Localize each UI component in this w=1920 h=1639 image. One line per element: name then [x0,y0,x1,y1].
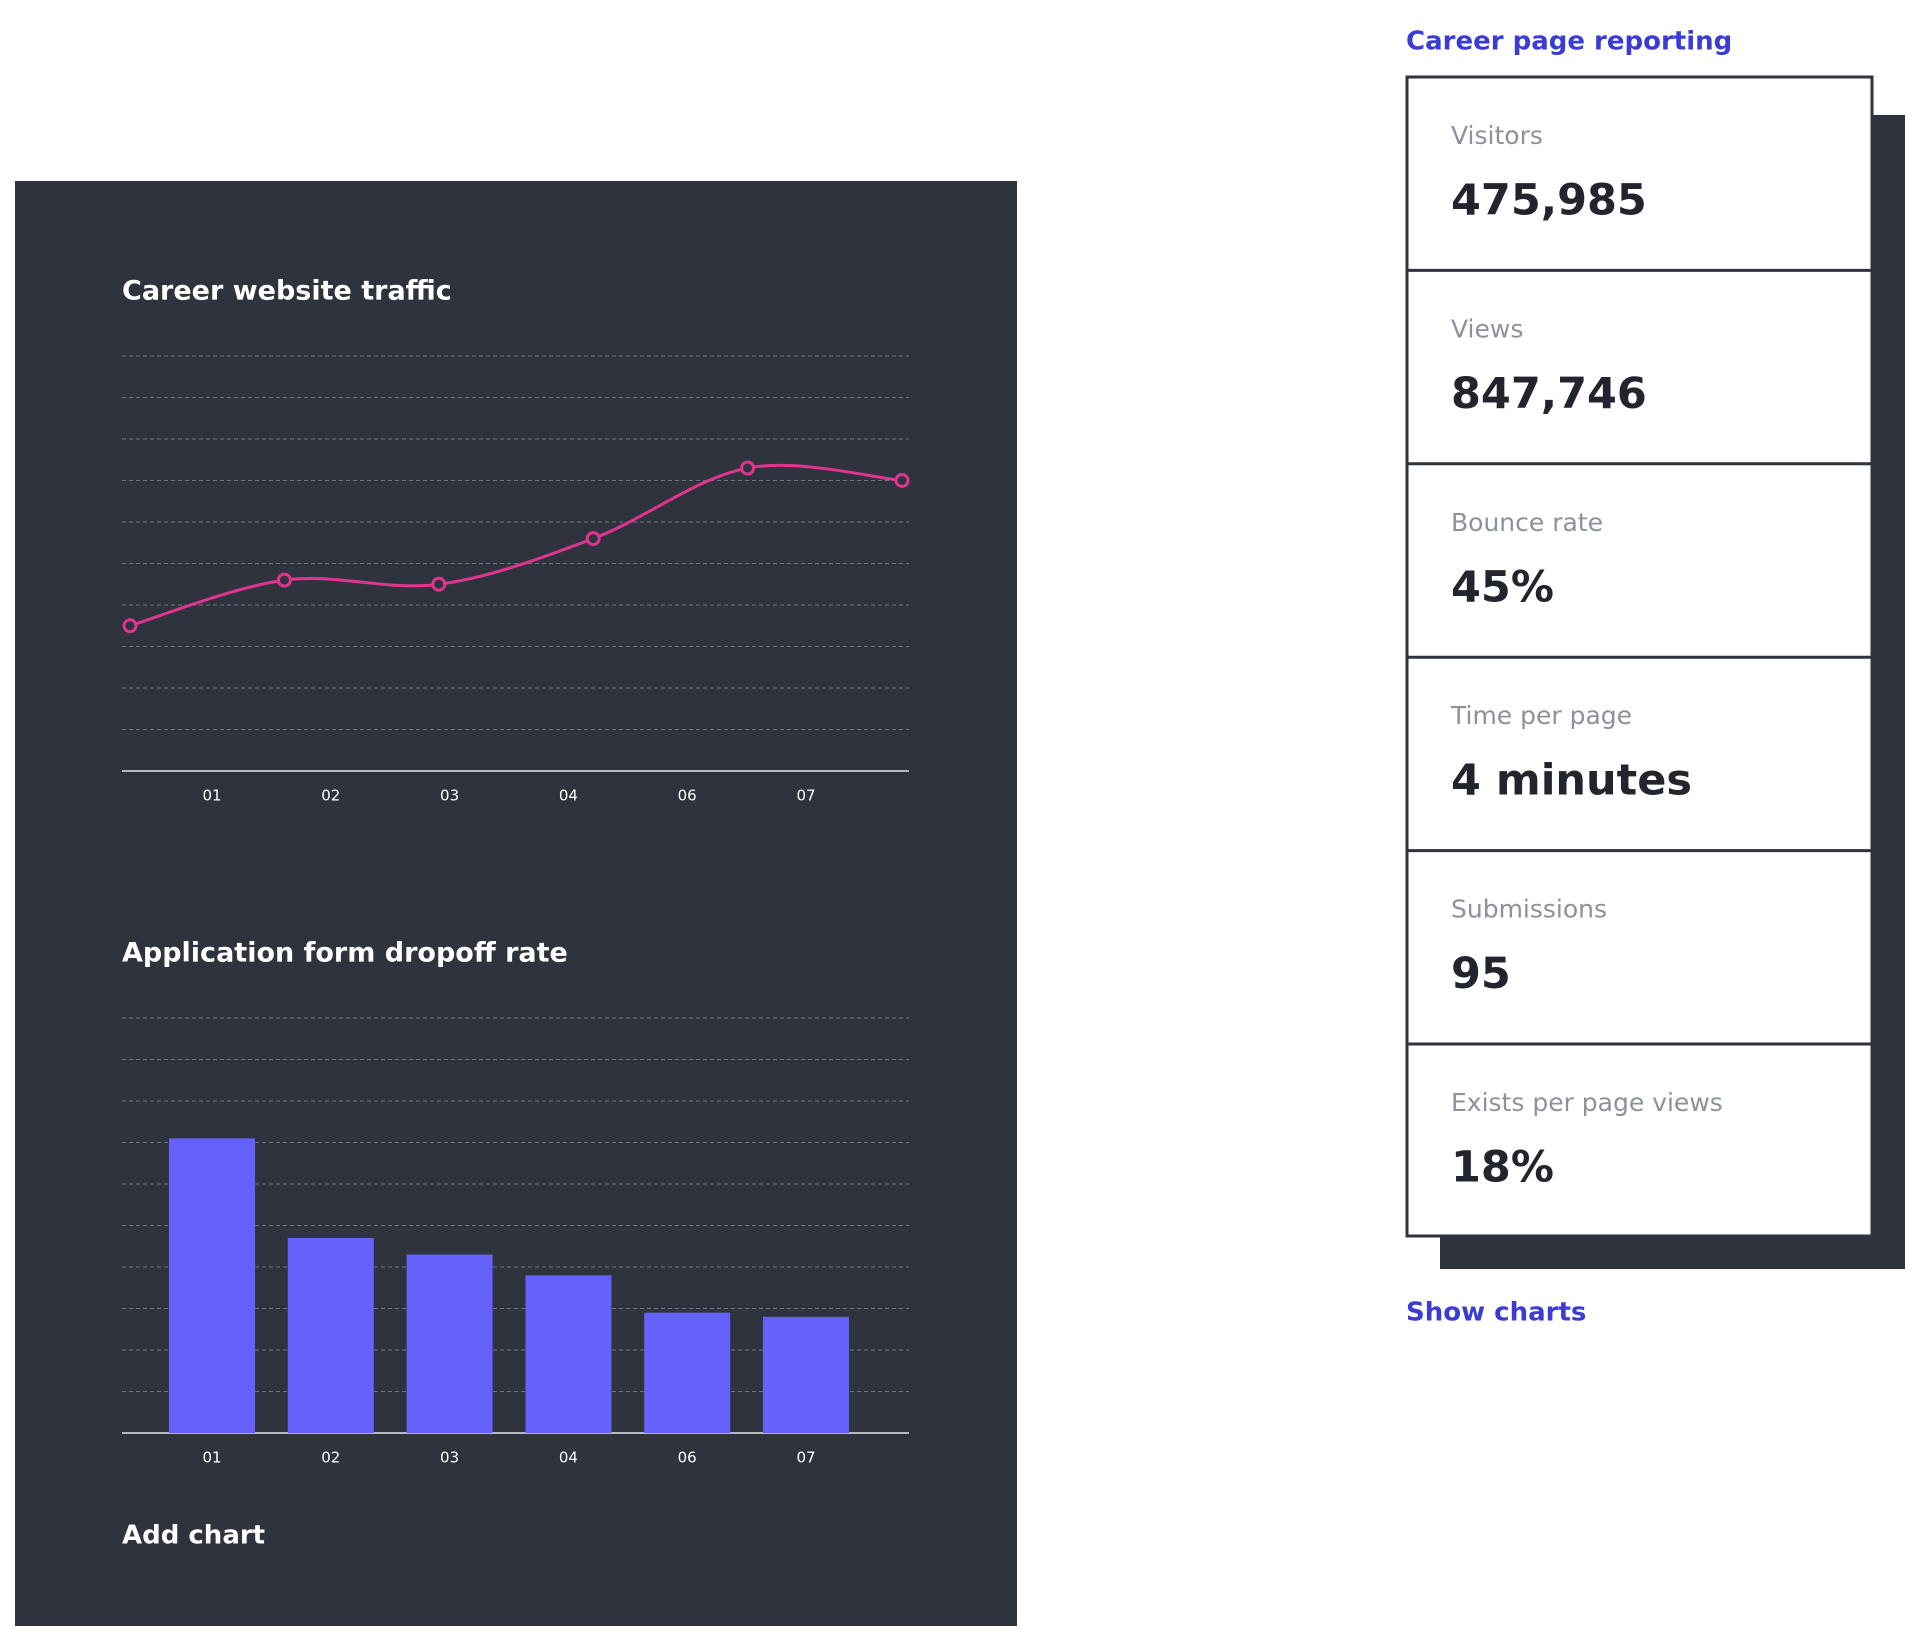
x-tick-label: 03 [440,787,459,805]
x-tick-label: 07 [796,787,815,805]
bar [406,1254,493,1433]
point [585,531,601,547]
bar [169,1138,255,1433]
line [129,464,903,628]
x-tick-label: 06 [678,787,697,805]
show-charts[interactable]: Show charts [1406,1298,1586,1328]
bar [763,1316,849,1433]
reporting-title: Career page reporting [1406,27,1732,57]
chart-title: Career website traffic [122,276,452,307]
metric-value: 847,746 [1451,369,1647,419]
chart-title: Application form dropoff rate [122,938,568,969]
metric-value: 18% [1451,1143,1554,1193]
x-tick-label: 04 [559,1449,578,1467]
metric-label: Views [1451,314,1523,343]
x-tick-label: 06 [678,1449,697,1467]
point [122,618,138,634]
add-chart[interactable]: Add chart [122,1521,265,1551]
x-tick-label: 01 [202,787,221,805]
metric-label: Submissions [1451,895,1607,924]
x-tick-label: 03 [440,1449,459,1467]
bar [287,1237,374,1433]
metric-label: Bounce rate [1451,508,1603,537]
point [894,473,910,488]
x-tick-label: 02 [321,1449,340,1467]
bar [644,1312,731,1433]
metric-value: 45% [1451,562,1554,612]
point [431,576,447,592]
point [276,572,292,588]
metric-value: 95 [1451,949,1511,999]
x-tick-label: 04 [559,787,578,805]
point [740,460,756,476]
metric-label: Exists per page views [1451,1088,1723,1117]
x-tick-label: 01 [202,1449,221,1467]
x-tick-label: 07 [796,1449,815,1467]
metric-label: Time per page [1450,701,1632,730]
metric-value: 475,985 [1451,176,1647,226]
metric-value: 4 minutes [1451,756,1692,806]
metric-label: Visitors [1451,121,1543,150]
bar [525,1275,612,1433]
x-tick-label: 02 [321,787,340,805]
